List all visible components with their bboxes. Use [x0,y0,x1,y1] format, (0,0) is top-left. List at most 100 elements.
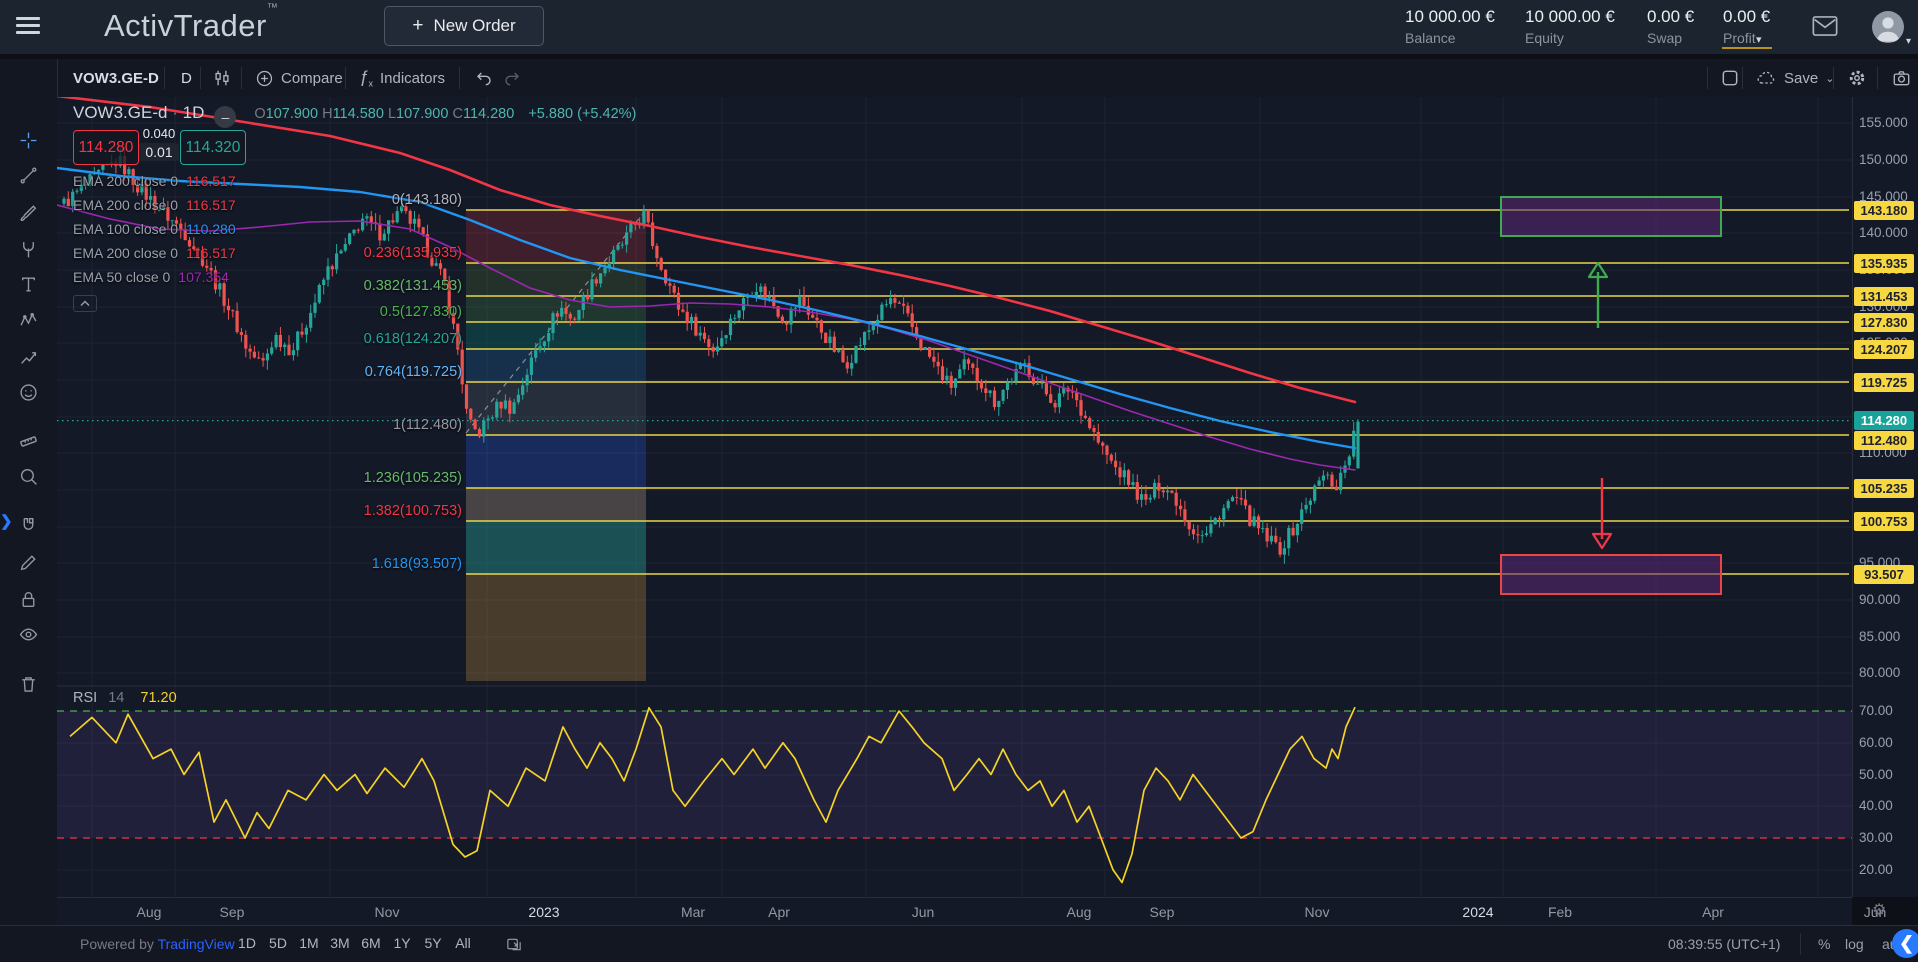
expand-panel-icon[interactable]: ❯ [0,512,13,530]
price-tick-label: 70.00 [1859,703,1893,718]
crosshair-tool[interactable] [10,125,46,155]
sell-button[interactable]: 114.280 [73,130,139,165]
layout-button[interactable] [1720,59,1740,97]
text-tool[interactable] [10,269,46,299]
range-button-5y[interactable]: 5Y [424,935,441,951]
profit-underline [1722,47,1772,49]
hide-all-tool[interactable] [10,619,46,649]
trend-line-tool[interactable] [10,160,46,190]
emoji-tool[interactable] [10,377,46,407]
range-button-1m[interactable]: 1M [299,935,318,951]
app-logo: ActivTrader™ [104,8,278,44]
account-metric-swap[interactable]: 0.00 €Swap [1647,7,1694,46]
price-badge: 93.507 [1854,565,1914,584]
ema-legend-row[interactable]: EMA 50 close 0107.354 [73,269,229,289]
clock-label[interactable]: 08:39:55 (UTC+1) [1668,936,1780,952]
avatar[interactable] [1872,11,1904,43]
chevron-down-icon[interactable]: ▾ [1906,36,1911,47]
range-button-5d[interactable]: 5D [269,935,287,951]
range-button-all[interactable]: All [455,935,471,951]
account-metric-equity[interactable]: 10 000.00 €Equity [1525,7,1615,46]
rsi-legend[interactable]: RSI 14 71.20 [73,690,177,706]
fib-level-label: 1.236(105.235) [282,470,462,486]
compare-button[interactable]: Compare [255,59,343,97]
brush-icon [19,204,38,223]
menu-icon[interactable] [16,17,40,35]
measure-tool[interactable] [10,426,46,456]
candlestick-icon [212,68,232,88]
account-value: 10 000.00 € [1405,7,1495,27]
price-tick-label: 50.00 [1859,767,1893,782]
price-tick-label: 40.00 [1859,798,1893,813]
range-button-6m[interactable]: 6M [361,935,380,951]
chevron-down-icon[interactable]: ▾ [1756,33,1762,46]
price-badge: 127.830 [1854,313,1914,332]
lock-all-tool[interactable] [10,584,46,614]
collapse-panel-button[interactable]: ❮ [1892,929,1918,958]
interval-button[interactable]: D [181,59,192,97]
account-metric-profit[interactable]: 0.00 €Profit [1723,7,1770,46]
ema-value: 116.517 [186,197,236,213]
drawn-rectangle-green[interactable] [1500,196,1722,237]
settings-button[interactable] [1847,59,1867,97]
snapshot-button[interactable] [1891,59,1912,97]
price-tick-label: 85.000 [1859,629,1900,644]
trash-icon [19,675,38,694]
ema-legend-row[interactable]: EMA 200 close 0116.517 [73,173,236,193]
measure-icon [19,432,38,451]
range-button-1d[interactable]: 1D [238,935,256,951]
range-button-1y[interactable]: 1Y [393,935,410,951]
text-icon [19,275,38,294]
brush-tool[interactable] [10,198,46,228]
magnet-icon [19,516,38,535]
forecast-tool[interactable] [10,341,46,371]
symbol-button[interactable]: VOW3.GE-D [73,59,159,97]
log-scale-button[interactable]: log [1845,936,1864,952]
legend-symbol[interactable]: VOW3.GE-d [73,103,167,122]
buy-button[interactable]: 114.320 [180,130,246,165]
ohlc-values: O107.900 H114.580 L107.900 C114.280 [254,106,518,122]
price-badge: 131.453 [1854,287,1914,306]
ohlc-key: O [254,106,265,122]
chart-type-button[interactable] [212,59,232,97]
pattern-icon [19,311,38,330]
change-value: +5.880 (+5.42%) [528,106,636,122]
go-to-date-icon[interactable] [505,936,523,953]
ema-legend-row[interactable]: EMA 200 close 0116.517 [73,245,236,265]
zoom-tool[interactable] [10,461,46,491]
gear-icon[interactable]: ⚙ [1872,900,1886,920]
price-tick-label: 90.000 [1859,592,1900,607]
range-button-3m[interactable]: 3M [330,935,349,951]
divider [1800,933,1801,955]
indicators-button[interactable]: ƒx Indicators [359,59,445,97]
legend-collapse-button[interactable] [73,295,97,312]
new-order-button[interactable]: + New Order [384,6,544,46]
drawn-rectangle-red[interactable] [1500,554,1722,595]
account-metric-balance[interactable]: 10 000.00 €Balance [1405,7,1495,46]
account-label: Profit [1723,30,1770,46]
save-button[interactable]: Save ⌄ [1755,59,1834,97]
ema-legend-row[interactable]: EMA 200 close 0116.517 [73,197,236,217]
time-axis[interactable]: AugSepNov2023MarAprJunAugSepNov2024FebAp… [57,897,1852,926]
ema-label: EMA 200 close 0 [73,173,178,189]
pitchfork-tool[interactable] [10,234,46,264]
mail-icon[interactable] [1812,15,1838,37]
price-tick-label: 150.000 [1859,152,1908,167]
undo-icon [473,68,493,88]
rsi-value: 71.20 [140,690,176,706]
tradingview-link[interactable]: TradingView [158,936,235,952]
legend-collapse-chip[interactable]: – [214,106,236,128]
time-label: Nov [1305,904,1330,920]
ema-label: EMA 100 close 0 [73,221,178,237]
price-tick-label: 80.000 [1859,665,1900,680]
percent-scale-button[interactable]: % [1818,936,1830,952]
undo-button[interactable] [473,59,493,97]
draw-lock-tool[interactable] [10,547,46,577]
magnet-tool[interactable] [10,510,46,540]
ema-legend-row[interactable]: EMA 100 close 0110.280 [73,221,236,241]
remove-tool[interactable] [10,669,46,699]
redo-button[interactable] [503,59,523,97]
pattern-tool[interactable] [10,305,46,335]
price-badge: 105.235 [1854,479,1914,498]
ema-label: EMA 50 close 0 [73,269,170,285]
